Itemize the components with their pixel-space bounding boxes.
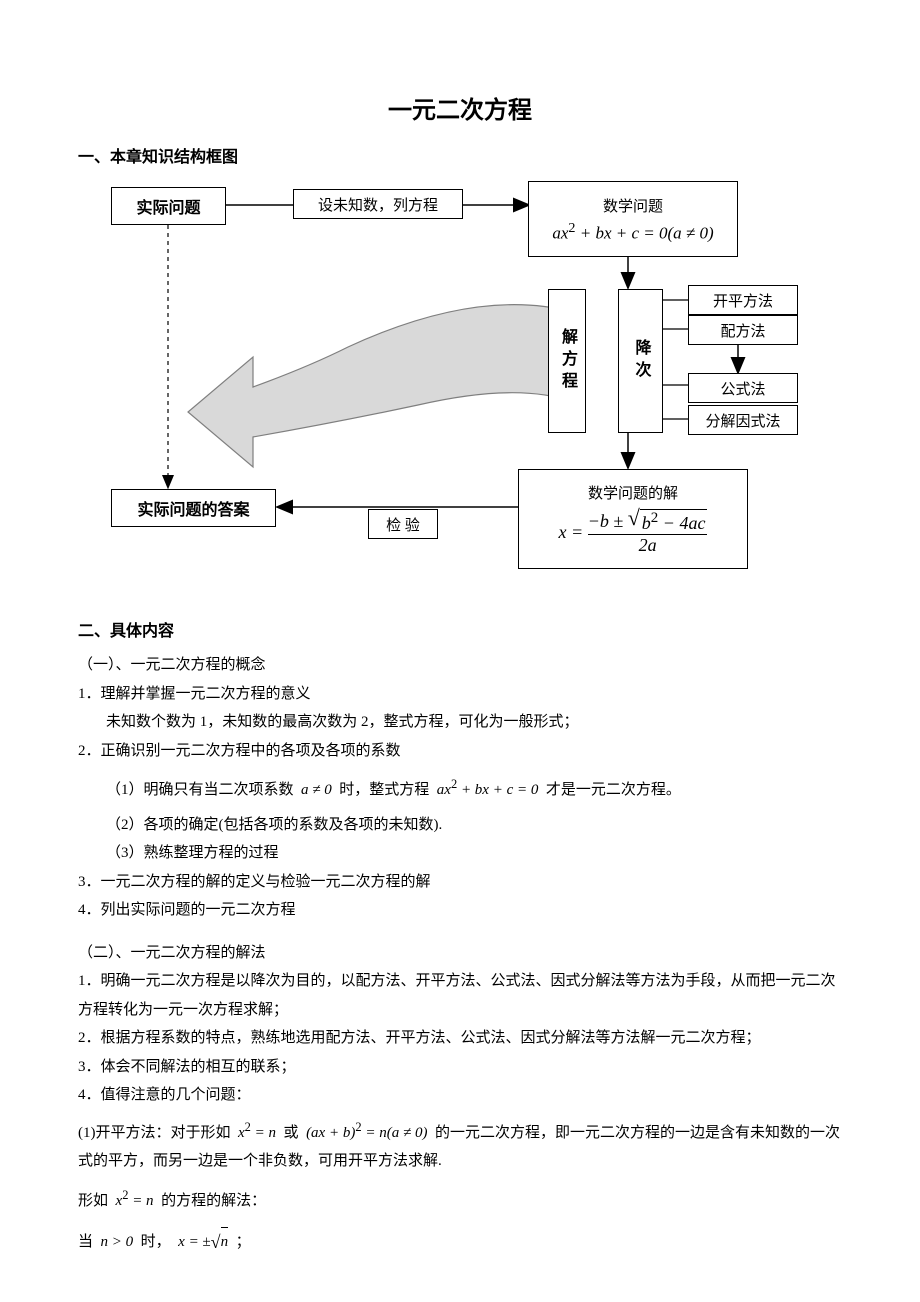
node-math-problem: 数学问题 ax2 + bx + c = 0(a ≠ 0) — [528, 181, 738, 257]
node-solve: 解方程 — [548, 289, 586, 433]
item-1-3: 3．一元二次方程的解的定义与检验一元二次方程的解 — [78, 868, 842, 897]
item-2-6: 形如 x2 = n 的方程的解法： — [78, 1184, 842, 1216]
math-x2n: x2 = n — [234, 1125, 280, 1141]
quadratic-formula: x = −b ± √ b2 − 4ac 2a — [559, 509, 708, 556]
page-title: 一元二次方程 — [78, 90, 842, 125]
item-1-1: 1．理解并掌握一元二次方程的意义 — [78, 680, 842, 709]
node-real-answer: 实际问题的答案 — [111, 489, 276, 527]
math-problem-equation: ax2 + bx + c = 0(a ≠ 0) — [552, 220, 713, 244]
solution-label: 数学问题的解 — [588, 482, 678, 503]
item-1-2c: （3）熟练整理方程的过程 — [78, 839, 842, 868]
item-2-4: 4．值得注意的几个问题： — [78, 1081, 842, 1110]
section-1-heading: 一、本章知识结构框图 — [78, 143, 842, 167]
math-x2n-2: x2 = n — [112, 1193, 158, 1209]
item-2-7: 当 n > 0 时， x = ±√n ； — [78, 1225, 842, 1259]
item-1-4: 4．列出实际问题的一元二次方程 — [78, 896, 842, 925]
item-2-3: 3．体会不同解法的相互的联系； — [78, 1053, 842, 1082]
item-1-2b: （2）各项的确定(包括各项的系数及各项的未知数). — [78, 811, 842, 840]
item-2-5: (1)开平方法：对于形如 x2 = n 或 (ax + b)2 = n(a ≠ … — [78, 1116, 842, 1176]
node-method-formula: 公式法 — [688, 373, 798, 403]
item-2-1: 1．明确一元二次方程是以降次为目的，以配方法、开平方法、公式法、因式分解法等方法… — [78, 967, 842, 1024]
item-1-1a: 未知数个数为 1，未知数的最高次数为 2，整式方程，可化为一般形式； — [78, 708, 842, 737]
item-1-2: 2．正确识别一元二次方程中的各项及各项的系数 — [78, 737, 842, 766]
node-reduce: 降次 — [618, 289, 663, 433]
body-content: （一）、一元二次方程的概念 1．理解并掌握一元二次方程的意义 未知数个数为 1，… — [78, 651, 842, 1259]
math-ngt0: n > 0 — [97, 1234, 137, 1250]
item-2-2: 2．根据方程系数的特点，熟练地选用配方法、开平方法、公式法、因式分解法等方法解一… — [78, 1024, 842, 1053]
node-set-unknown: 设未知数，列方程 — [293, 189, 463, 219]
node-method-complete-square: 配方法 — [688, 315, 798, 345]
math-a-ne-0: a ≠ 0 — [297, 782, 335, 798]
node-real-problem: 实际问题 — [111, 187, 226, 225]
math-problem-label: 数学问题 — [603, 195, 663, 216]
node-method-factor: 分解因式法 — [688, 405, 798, 435]
section-2-heading: 二、具体内容 — [78, 617, 842, 641]
math-axb2: (ax + b)2 = n(a ≠ 0) — [302, 1125, 431, 1141]
sub2-heading: （二）、一元二次方程的解法 — [78, 939, 842, 968]
node-method-sqrt: 开平方法 — [688, 285, 798, 315]
item-1-2a: （1）明确只有当二次项系数 a ≠ 0 时，整式方程 ax2 + bx + c … — [78, 773, 842, 805]
node-check: 检 验 — [368, 509, 438, 539]
knowledge-diagram: 实际问题 设未知数，列方程 数学问题 ax2 + bx + c = 0(a ≠ … — [78, 177, 838, 587]
sub1-heading: （一）、一元二次方程的概念 — [78, 651, 842, 680]
node-solution: 数学问题的解 x = −b ± √ b2 − 4ac 2a — [518, 469, 748, 569]
math-std-eq: ax2 + bx + c = 0 — [433, 782, 542, 798]
math-xsqrt: x = ±√n — [174, 1225, 231, 1259]
